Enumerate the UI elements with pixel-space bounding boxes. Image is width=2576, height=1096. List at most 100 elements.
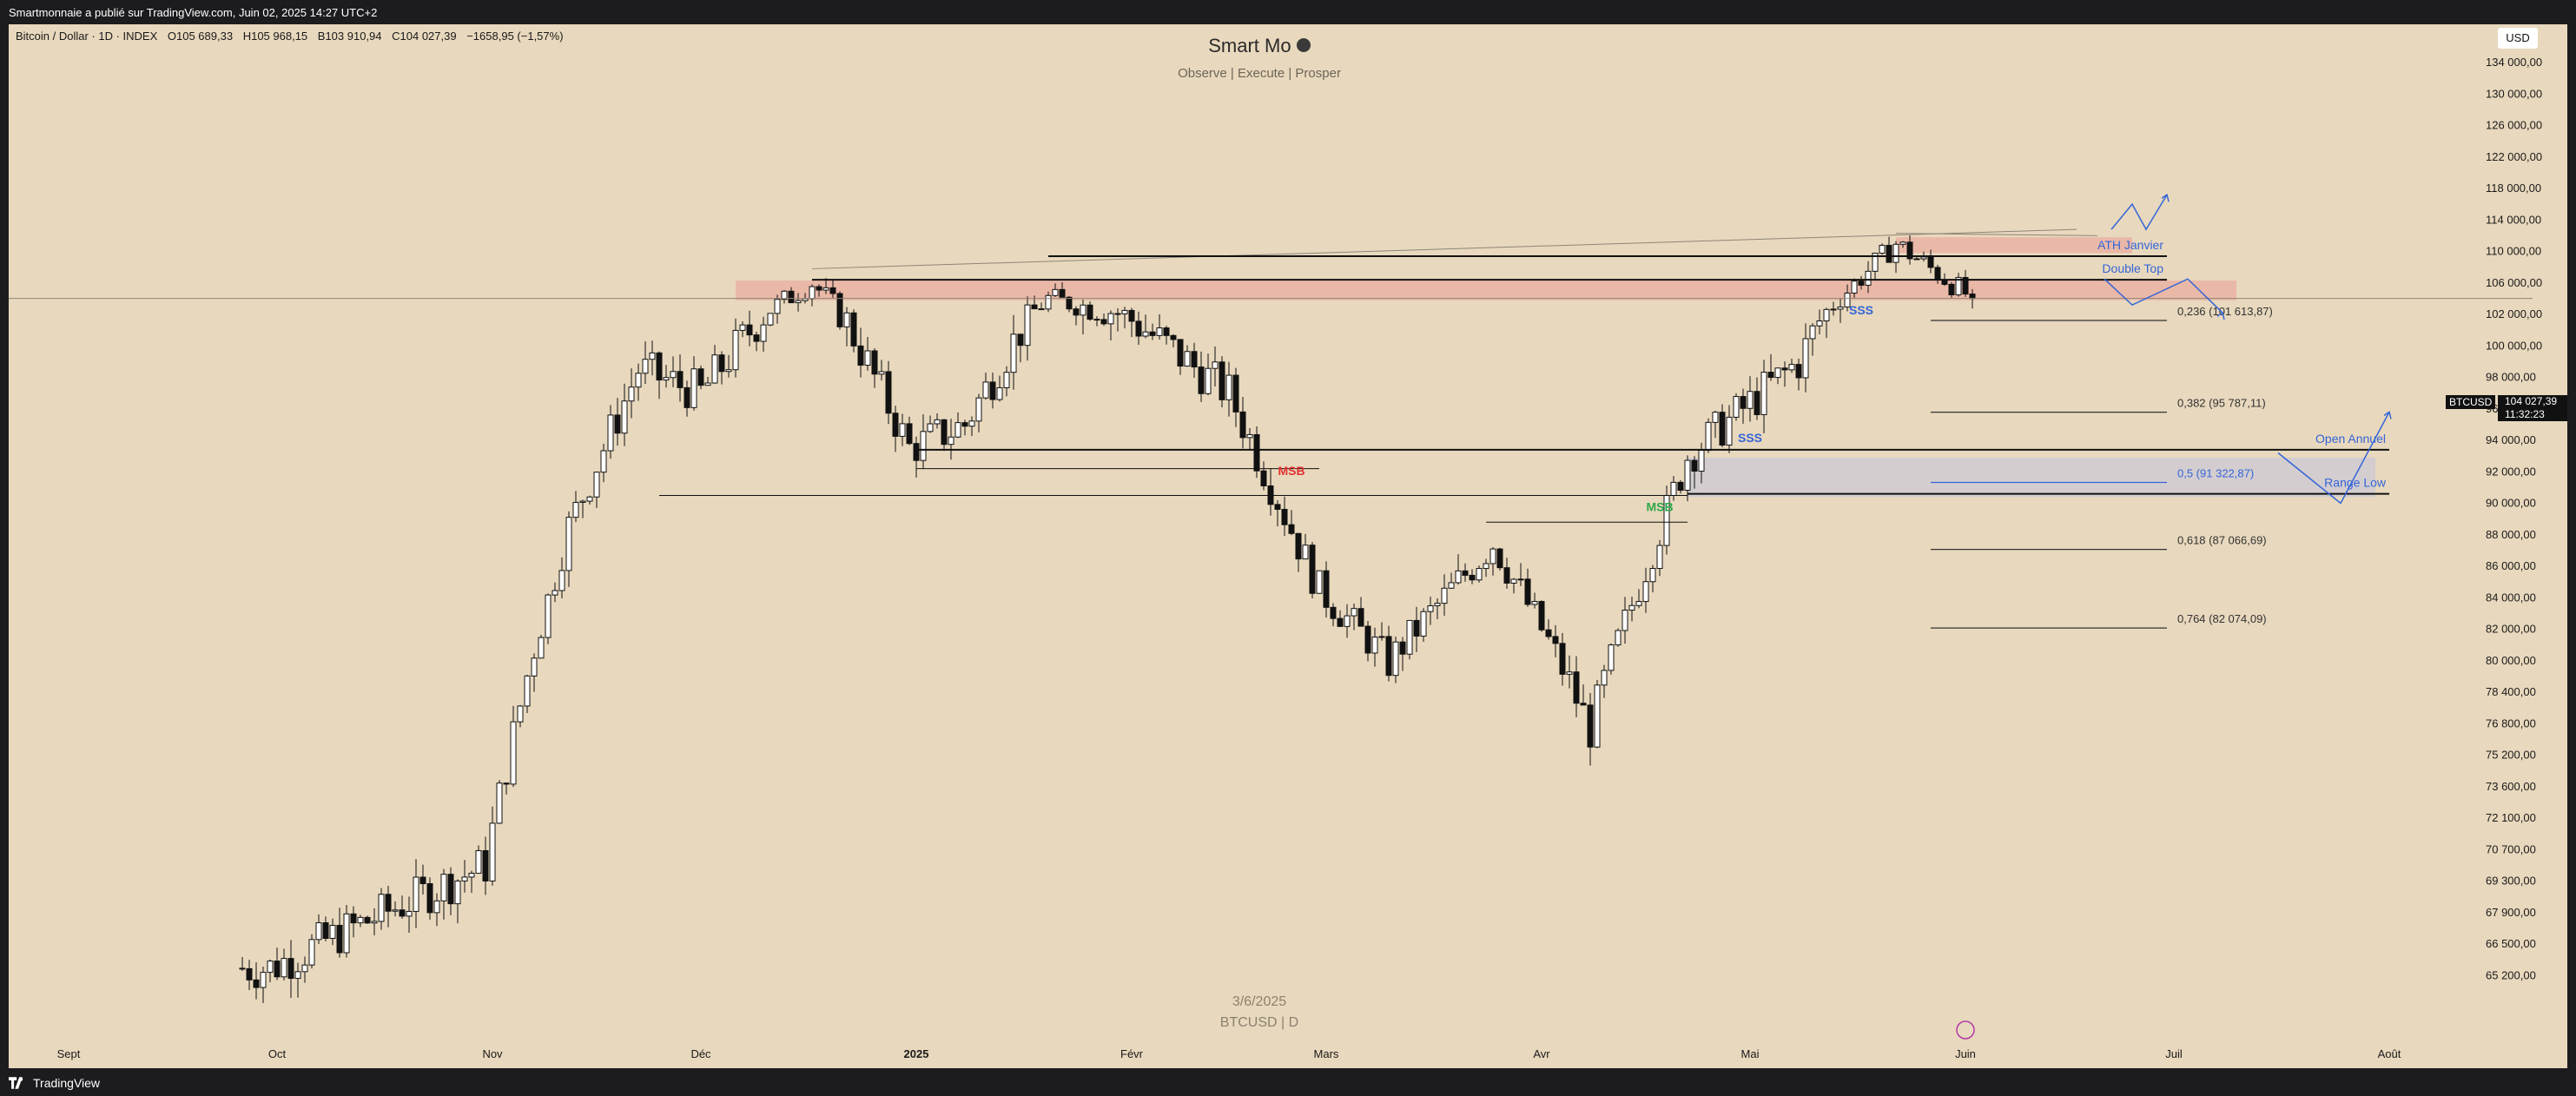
chart-watermark: 3/6/2025 BTCUSD | D — [1164, 992, 1355, 1033]
candle-body — [1892, 243, 1899, 263]
candle-body — [1434, 603, 1441, 607]
candle-body — [1371, 637, 1378, 654]
currency-selector[interactable]: USD — [2498, 28, 2538, 49]
price-axis-label: 67 900,00 — [2486, 906, 2536, 919]
candle-body — [725, 369, 732, 373]
time-axis-label: 2025 — [904, 1047, 929, 1060]
price-chart[interactable]: 134 000,00 130 000,00 126 000,00 122 000,00… — [9, 24, 2567, 1068]
candle-body — [1698, 450, 1705, 472]
candle-body — [1601, 670, 1608, 686]
candle-body — [941, 419, 948, 446]
candle-body — [1705, 421, 1712, 452]
candle-body — [1260, 470, 1267, 486]
open-annuel-line-label: Open Annuel — [2315, 432, 2386, 446]
candle-body — [461, 876, 468, 881]
candle-body — [1184, 351, 1191, 367]
candle-body — [1010, 333, 1017, 373]
price-axis-label: 78 400,00 — [2486, 685, 2536, 698]
price-axis-label: 84 000,00 — [2486, 591, 2536, 604]
time-axis-label: Févr — [1120, 1047, 1144, 1060]
candle-body — [1031, 304, 1038, 310]
annotation-label: MSB — [1646, 500, 1673, 514]
candle-body — [1760, 372, 1767, 415]
candle-body — [899, 423, 906, 437]
annotation-label: SSS — [1849, 303, 1873, 317]
candle-body — [746, 324, 753, 336]
tradingview-brand: TradingView — [33, 1076, 101, 1090]
candle-body — [920, 431, 927, 461]
price-axis-label: 94 000,00 — [2486, 433, 2536, 446]
candle-body — [1649, 568, 1656, 583]
candle-body — [1483, 563, 1489, 570]
candle-body — [1003, 372, 1010, 388]
candle-body — [1670, 481, 1677, 496]
fib-level-label: 0,236 (101 613,87) — [2177, 305, 2273, 318]
candle-body — [690, 368, 697, 408]
candle-body — [704, 382, 711, 386]
candle-body — [579, 500, 586, 503]
candle-body — [607, 414, 614, 452]
candle-body — [1580, 703, 1587, 706]
candle-body — [1740, 396, 1747, 409]
ath-zone — [1896, 237, 2132, 254]
candle-body — [1615, 630, 1622, 646]
candle-body — [767, 313, 774, 326]
candle-body — [1337, 617, 1344, 627]
candle-body — [1719, 412, 1726, 446]
price-axis-label: 76 800,00 — [2486, 716, 2536, 730]
candle-body — [399, 909, 406, 917]
candle-body — [1212, 361, 1219, 369]
candle-body — [336, 924, 343, 954]
candle-body — [1059, 288, 1066, 298]
candle-body — [1809, 325, 1816, 340]
price-axis-label: 118 000,00 — [2486, 182, 2541, 195]
candle-body — [1024, 304, 1031, 347]
price-axis-label: 114 000,00 — [2486, 213, 2541, 226]
candle-body — [1774, 367, 1781, 379]
supply-zone — [736, 281, 2236, 300]
candle-body — [809, 286, 816, 300]
candle-body — [406, 910, 413, 917]
publisher-text: Smartmonnaie a publié sur TradingView.co… — [9, 6, 378, 19]
candle-body — [1420, 611, 1427, 637]
candle-body — [552, 590, 558, 596]
legend-symbol[interactable]: Bitcoin / Dollar · 1D · INDEX — [16, 30, 158, 43]
candle-body — [572, 501, 579, 518]
candle-body — [1385, 636, 1392, 677]
candle-body — [1476, 568, 1483, 581]
candle-body — [1205, 367, 1212, 394]
candle-body — [392, 909, 399, 912]
fib-level-label: 0,618 (87 066,69) — [2177, 534, 2267, 547]
candle-body — [1128, 309, 1135, 322]
candle-body — [1559, 643, 1566, 675]
candle-body — [781, 290, 788, 300]
candle-body — [1608, 644, 1615, 671]
candle-body — [871, 350, 878, 375]
candle-body — [281, 958, 287, 978]
candle-body — [1545, 629, 1552, 637]
double-top-line-label: Double Top — [2102, 261, 2163, 275]
chart-area[interactable]: 134 000,00 130 000,00 126 000,00 122 000,00… — [9, 24, 2567, 1068]
candle-body — [538, 637, 545, 659]
candle-body — [413, 876, 419, 912]
fib-level-label: 0,764 (82 074,09) — [2177, 612, 2267, 625]
candle-body — [1886, 244, 1892, 263]
candle-body — [670, 371, 677, 379]
price-axis-label: 100 000,00 — [2486, 339, 2542, 352]
candle-body — [1198, 366, 1205, 394]
candle-body — [1170, 334, 1177, 340]
price-axis-label: 90 000,00 — [2486, 497, 2536, 510]
price-axis-label: 80 000,00 — [2486, 654, 2536, 667]
candle-body — [1524, 578, 1531, 605]
candle-body — [510, 721, 517, 785]
candle-body — [934, 419, 941, 425]
candle-body — [454, 880, 461, 905]
price-axis-label: 82 000,00 — [2486, 623, 2536, 636]
candle-body — [1281, 508, 1288, 525]
candle-body — [1823, 308, 1830, 321]
tradingview-logo[interactable]: TradingView — [9, 1076, 100, 1090]
candle-body — [1038, 308, 1045, 311]
projection-top — [2110, 194, 2168, 231]
candle-body — [1503, 567, 1510, 584]
candle-body — [1879, 244, 1886, 254]
